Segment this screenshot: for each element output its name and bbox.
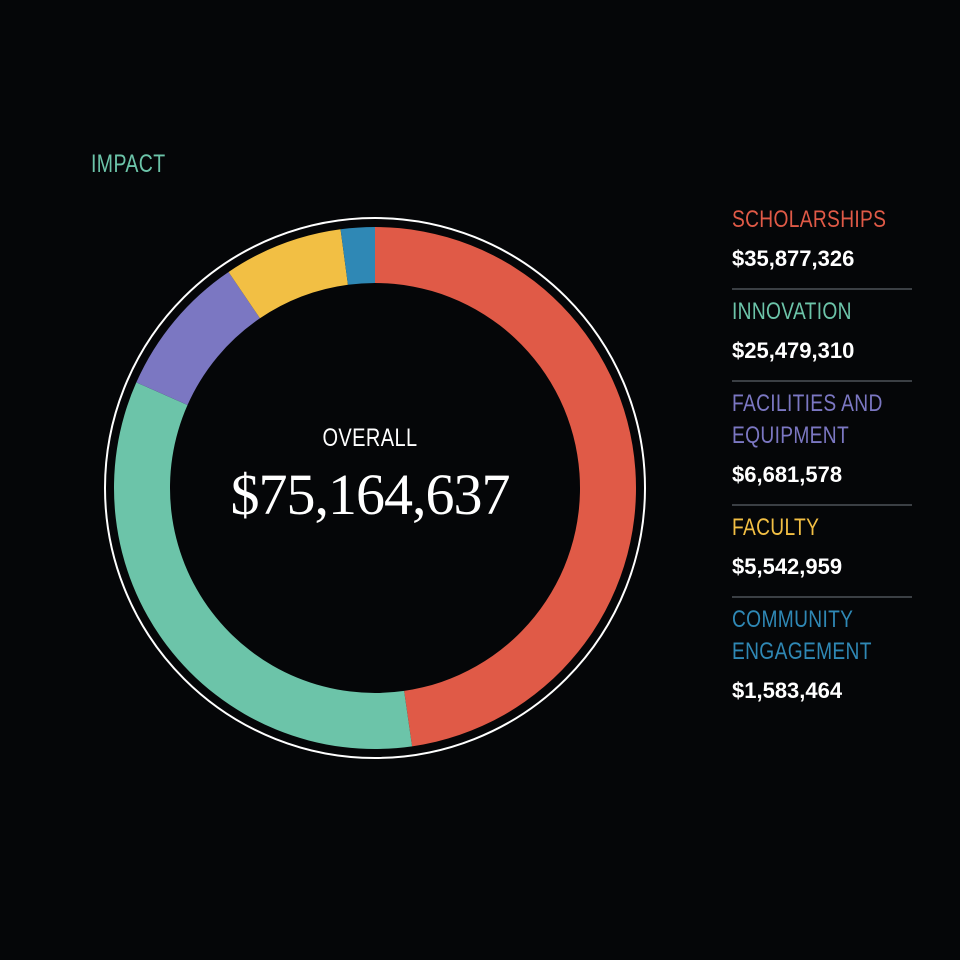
- donut-outer-ring: [104, 217, 646, 759]
- legend-item-faculty: FACULTY $5,542,959: [732, 506, 912, 598]
- legend-label: FACILITIES AND EQUIPMENT: [732, 390, 883, 449]
- legend-item-facilities: FACILITIES AND EQUIPMENT $6,681,578: [732, 382, 912, 506]
- legend-value: $35,877,326: [732, 246, 855, 271]
- donut-slice-scholarships: [375, 227, 637, 747]
- legend-value: $5,542,959: [732, 554, 843, 579]
- donut-slice-community-engagement: [340, 227, 375, 285]
- legend-value: $6,681,578: [732, 462, 843, 487]
- donut-slice-faculty: [228, 229, 348, 319]
- legend-item-community: COMMUNITY ENGAGEMENT $1,583,464: [732, 598, 912, 720]
- donut-slice-innovation: [113, 382, 413, 749]
- legend-value: $1,583,464: [732, 678, 843, 703]
- legend-label: FACULTY: [732, 514, 820, 541]
- legend-item-scholarships: SCHOLARSHIPS $35,877,326: [732, 198, 912, 290]
- legend-label: SCHOLARSHIPS: [732, 206, 887, 233]
- legend-value: $25,479,310: [732, 338, 855, 363]
- center-label: OVERALL: [322, 424, 418, 452]
- legend-item-innovation: INNOVATION $25,479,310: [732, 290, 912, 382]
- legend-label: COMMUNITY ENGAGEMENT: [732, 606, 872, 665]
- legend: SCHOLARSHIPS $35,877,326 INNOVATION $25,…: [732, 198, 912, 720]
- center-total: $75,164,637: [230, 462, 511, 527]
- chart-title: IMPACT: [91, 150, 166, 178]
- donut-slice-facilities-and-equipment: [136, 271, 260, 406]
- legend-label: INNOVATION: [732, 298, 852, 325]
